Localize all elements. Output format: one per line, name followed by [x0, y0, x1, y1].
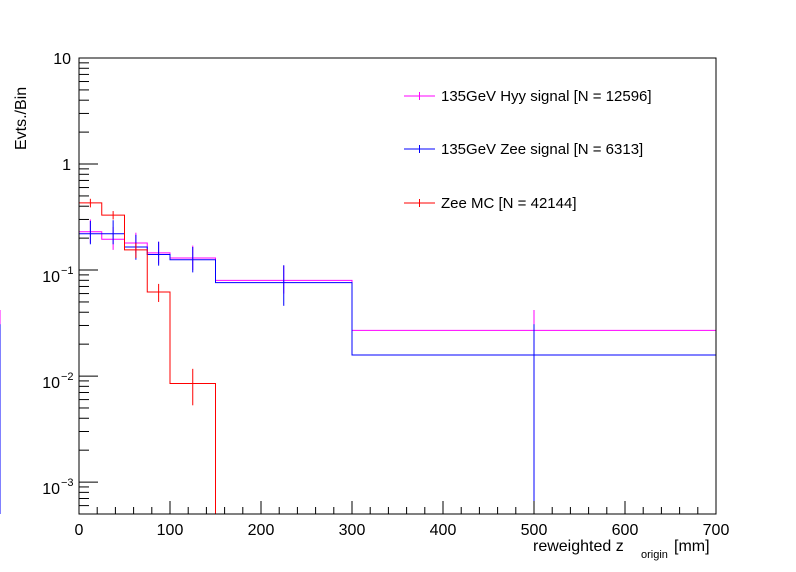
y-tick-label-base: 10: [42, 269, 60, 286]
x-tick-label: 700: [703, 522, 730, 539]
x-tick-label: 600: [612, 522, 639, 539]
x-tick-label: 200: [248, 522, 275, 539]
x-tick-label: 300: [339, 522, 366, 539]
legend: 135GeV Hyy signal [N = 12596] 135GeV Zee …: [404, 88, 652, 212]
x-tick-label: 100: [157, 522, 184, 539]
legend-entry-label-0: 135GeV Hyy signal [N = 12596]: [441, 88, 652, 105]
x-tick-label: 500: [521, 522, 548, 539]
y-tick-label-exponent: −3: [61, 477, 74, 489]
legend-entry-label-1: 135GeV Zee signal [N = 6313]: [441, 141, 643, 158]
x-tick-label: 0: [75, 522, 84, 539]
y-tick-label-base: 10: [42, 375, 60, 392]
y-tick-label-exponent: −1: [61, 265, 74, 277]
series-layer: [0, 198, 716, 515]
y-tick-label-exponent: −2: [61, 371, 74, 383]
x-axis-label-main: reweighted z: [533, 538, 624, 555]
y-axis-label: Evts./Bin: [13, 87, 30, 150]
y-tick-label: 1: [62, 157, 71, 174]
x-tick-label: 400: [430, 522, 457, 539]
x-axis-label-subscript: origin: [641, 549, 668, 561]
x-axis-label: reweighted z origin [mm]: [533, 538, 710, 561]
x-axis-label-unit: [mm]: [674, 538, 710, 555]
y-tick-label-base: 10: [42, 481, 60, 498]
y-tick-label: 10: [53, 51, 71, 68]
legend-entry-label-2: Zee MC [N = 42144]: [441, 195, 576, 212]
